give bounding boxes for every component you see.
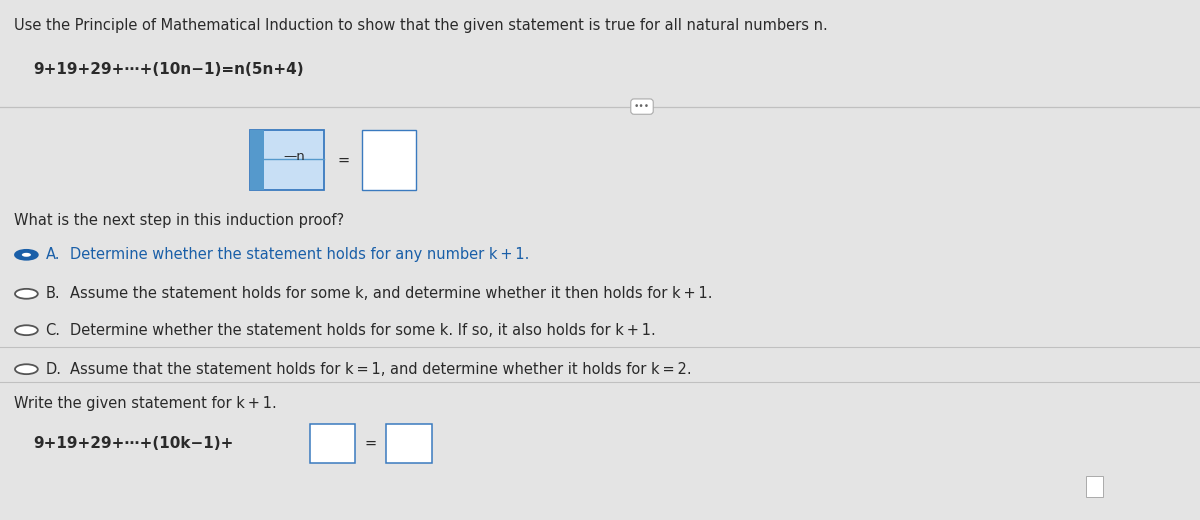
Text: 9+19+29+⋯+(10k−1)+: 9+19+29+⋯+(10k−1)+ bbox=[34, 436, 234, 450]
Text: Determine whether the statement holds for any number k + 1.: Determine whether the statement holds fo… bbox=[70, 248, 529, 262]
Text: =: = bbox=[365, 436, 377, 450]
FancyBboxPatch shape bbox=[386, 423, 432, 463]
FancyBboxPatch shape bbox=[1086, 476, 1103, 497]
Circle shape bbox=[14, 326, 38, 335]
Text: Assume the statement holds for some k, and determine whether it then holds for k: Assume the statement holds for some k, a… bbox=[70, 287, 712, 301]
Circle shape bbox=[14, 250, 38, 259]
FancyBboxPatch shape bbox=[250, 130, 324, 190]
Text: A.: A. bbox=[46, 248, 60, 262]
Text: 9+19+29+⋯+(10n−1)=n(5n+4): 9+19+29+⋯+(10n−1)=n(5n+4) bbox=[34, 62, 305, 77]
Text: D.: D. bbox=[46, 362, 61, 376]
FancyBboxPatch shape bbox=[250, 130, 264, 190]
Text: —n: —n bbox=[283, 150, 305, 163]
FancyBboxPatch shape bbox=[310, 423, 355, 463]
Text: Determine whether the statement holds for some k. If so, it also holds for k + 1: Determine whether the statement holds fo… bbox=[70, 323, 655, 337]
Text: =: = bbox=[337, 152, 349, 167]
Text: Assume that the statement holds for k = 1, and determine whether it holds for k : Assume that the statement holds for k = … bbox=[70, 362, 691, 376]
FancyBboxPatch shape bbox=[362, 130, 416, 190]
Text: Write the given statement for k + 1.: Write the given statement for k + 1. bbox=[14, 396, 277, 411]
Text: •••: ••• bbox=[634, 102, 650, 111]
Circle shape bbox=[22, 253, 31, 257]
Text: Use the Principle of Mathematical Induction to show that the given statement is : Use the Principle of Mathematical Induct… bbox=[14, 18, 828, 33]
Text: B.: B. bbox=[46, 287, 60, 301]
Circle shape bbox=[14, 289, 38, 298]
Text: C.: C. bbox=[46, 323, 60, 337]
Circle shape bbox=[14, 364, 38, 374]
Text: What is the next step in this induction proof?: What is the next step in this induction … bbox=[14, 213, 344, 228]
